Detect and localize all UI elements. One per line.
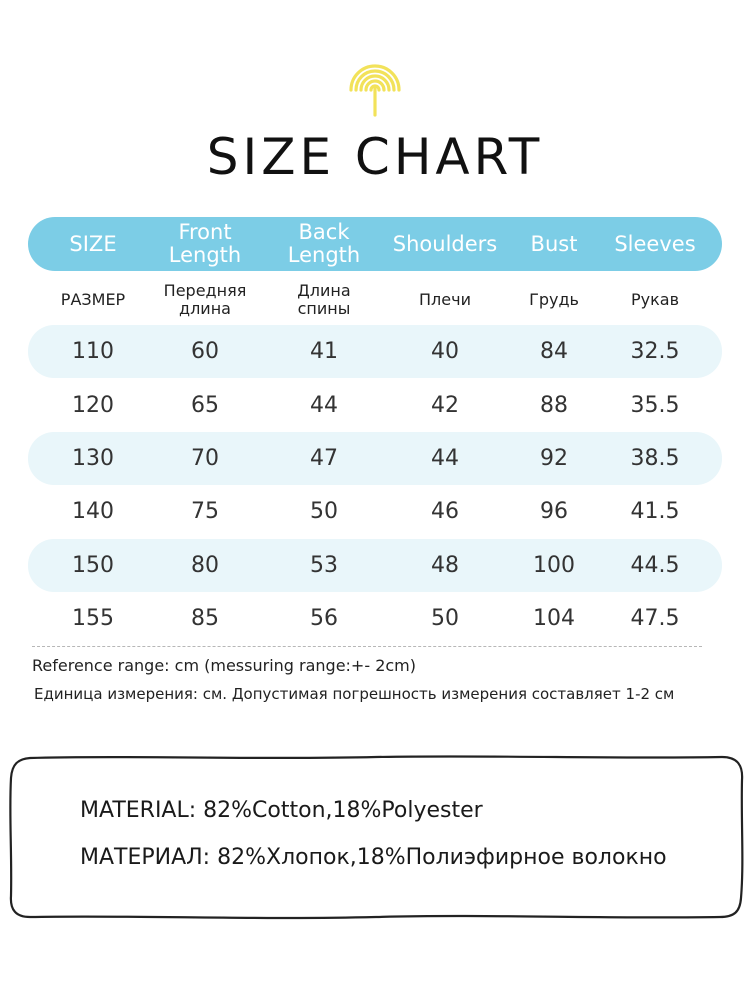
header-back-length: Back Length — [287, 220, 361, 267]
cell-shoulders: 44 — [431, 446, 459, 471]
subheader-size: РАЗМЕР — [60, 290, 126, 309]
table-row: 110 60 41 40 84 32.5 — [28, 325, 722, 378]
cell-shoulders: 50 — [431, 606, 459, 631]
subheader-bust: Грудь — [529, 290, 579, 309]
table-row: 150 80 53 48 100 44.5 — [28, 539, 722, 592]
subheader-back-length: Длина спины — [297, 281, 351, 318]
divider — [32, 646, 702, 647]
cell-back-length: 44 — [310, 393, 338, 418]
material-en: MATERIAL: 82%Cotton,18%Polyester — [80, 798, 483, 823]
table-header-bar: SIZE Front Length Back Length Shoulders Bust… — [28, 217, 722, 271]
cell-size: 150 — [72, 553, 114, 578]
header-front-length: Front Length — [168, 220, 242, 267]
cell-front-length: 85 — [191, 606, 219, 631]
table-row: 130 70 47 44 92 38.5 — [28, 432, 722, 485]
cell-front-length: 80 — [191, 553, 219, 578]
cell-bust: 104 — [533, 606, 575, 631]
cell-size: 130 — [72, 446, 114, 471]
cell-back-length: 56 — [310, 606, 338, 631]
cell-size: 155 — [72, 606, 114, 631]
material-ru-value: 82%Хлопок,18%Полиэфирное волокно — [210, 845, 667, 870]
cell-shoulders: 40 — [431, 339, 459, 364]
cell-back-length: 50 — [310, 499, 338, 524]
cell-sleeves: 32.5 — [630, 339, 680, 364]
subheader-shoulders: Плечи — [419, 290, 471, 309]
cell-size: 110 — [72, 339, 114, 364]
cell-size: 140 — [72, 499, 114, 524]
cell-front-length: 60 — [191, 339, 219, 364]
cell-front-length: 70 — [191, 446, 219, 471]
table-row: 155 85 56 50 104 47.5 — [28, 592, 722, 645]
cell-sleeves: 35.5 — [630, 393, 680, 418]
header-sleeves: Sleeves — [614, 231, 696, 256]
header-shoulders: Shoulders — [392, 231, 498, 256]
subheader-front-length: Передняя длина — [163, 281, 247, 318]
material-en-label: MATERIAL: — [80, 798, 197, 823]
cell-sleeves: 41.5 — [630, 499, 680, 524]
cell-back-length: 41 — [310, 339, 338, 364]
table-row: 140 75 50 46 96 41.5 — [28, 485, 722, 538]
cell-bust: 84 — [540, 339, 568, 364]
reference-note-ru: Единица измерения: см. Допустимая погреш… — [34, 685, 675, 703]
table-row: 120 65 44 42 88 35.5 — [28, 379, 722, 432]
material-ru-label: МАТЕРИАЛ: — [80, 845, 211, 870]
cell-shoulders: 46 — [431, 499, 459, 524]
cell-back-length: 53 — [310, 553, 338, 578]
header-size: SIZE — [69, 231, 117, 256]
cell-sleeves: 47.5 — [630, 606, 680, 631]
subheader-sleeves: Рукав — [630, 290, 680, 309]
cell-sleeves: 44.5 — [630, 553, 680, 578]
material-ru: МАТЕРИАЛ: 82%Хлопок,18%Полиэфирное волок… — [80, 845, 667, 870]
cell-bust: 88 — [540, 393, 568, 418]
cell-bust: 100 — [533, 553, 575, 578]
cell-bust: 92 — [540, 446, 568, 471]
material-box-frame — [9, 755, 744, 920]
reference-note-en: Reference range: cm (messuring range:+- … — [32, 656, 416, 675]
cell-front-length: 65 — [191, 393, 219, 418]
cell-back-length: 47 — [310, 446, 338, 471]
cell-sleeves: 38.5 — [630, 446, 680, 471]
material-en-value: 82%Cotton,18%Polyester — [196, 798, 483, 823]
cell-bust: 96 — [540, 499, 568, 524]
cell-shoulders: 42 — [431, 393, 459, 418]
header-bust: Bust — [530, 231, 578, 256]
table-subheader-ru: РАЗМЕР Передняя длина Длина спины Плечи Груд… — [28, 276, 722, 324]
cell-front-length: 75 — [191, 499, 219, 524]
cell-size: 120 — [72, 393, 114, 418]
umbrella-logo-icon — [349, 64, 401, 117]
page-title: SIZE CHART — [206, 128, 544, 186]
cell-shoulders: 48 — [431, 553, 459, 578]
